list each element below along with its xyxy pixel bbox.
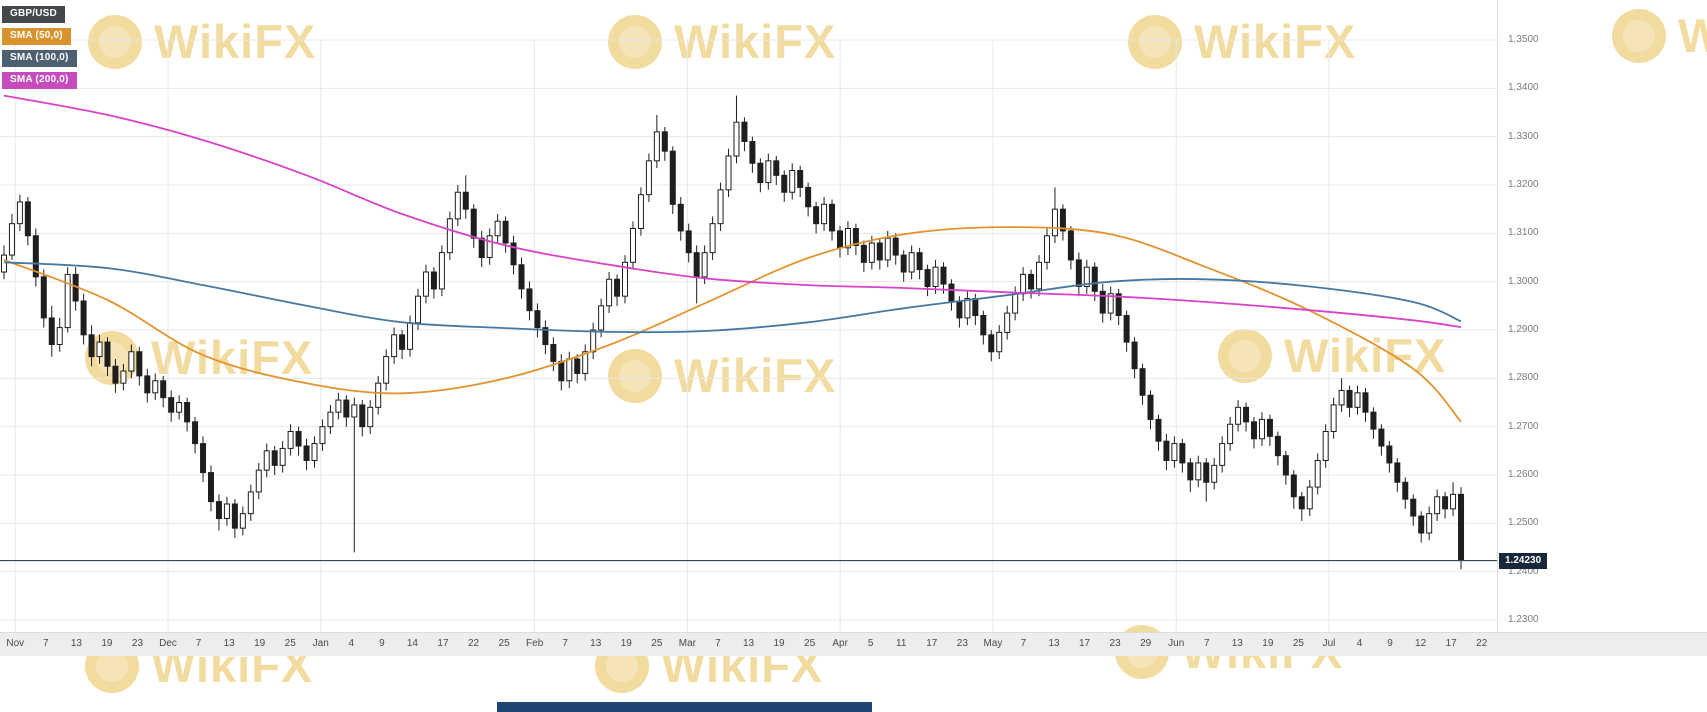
time-axis-label: 7 (195, 638, 202, 649)
symbol-chip[interactable]: GBP/USD (2, 6, 65, 23)
watermark-text: WikiFX (1678, 9, 1707, 62)
watermark-text: WikiFX (151, 331, 314, 384)
time-axis-label: 14 (406, 638, 418, 649)
sma50-chip[interactable]: SMA (50,0) (2, 28, 71, 45)
time-axis-label: Jan (312, 638, 329, 649)
time-axis-label: 13 (223, 638, 235, 649)
time-axis-label: 25 (1292, 638, 1304, 649)
wikifx-watermark: WikiFX (608, 348, 836, 403)
watermark-text: WikiFX (154, 15, 317, 68)
time-axis-label: 13 (70, 638, 82, 649)
wikifx-watermark: WikiFX (85, 330, 313, 385)
price-axis-label: 1.2700 (1508, 420, 1539, 432)
time-axis-label: 11 (896, 638, 907, 649)
time-axis-label: 5 (867, 638, 874, 649)
wikifx-watermark: WikiFX (608, 14, 836, 69)
price-axis-label: 1.2300 (1508, 614, 1539, 625)
price-axis-label: 1.2600 (1508, 469, 1539, 480)
price-axis: 1.24230 1.3500 1.3400 1.3300 1.3200 1.3100 1.… (1497, 0, 1707, 632)
price-axis-label: 1.2800 (1508, 372, 1539, 384)
time-axis-label: 7 (1020, 638, 1027, 649)
watermark-text: WikiFX (674, 349, 837, 402)
time-axis-label: 7 (43, 638, 49, 649)
wikifx-lion-logo-icon (608, 14, 662, 69)
bottom-partial-banner (497, 702, 872, 712)
sma-200-line (3, 94, 1462, 328)
time-axis-label: 13 (1231, 638, 1243, 649)
time-axis-label: 23 (1109, 638, 1121, 649)
time-axis-label: 17 (1445, 638, 1457, 649)
time-axis-label: 19 (620, 638, 632, 649)
price-chart-canvas[interactable] (0, 0, 1497, 632)
sma100-chip[interactable]: SMA (100,0) (2, 50, 77, 67)
time-axis-label: Jun (1168, 638, 1185, 649)
time-axis-label: 22 (467, 638, 480, 649)
wikifx-lion-logo-icon (88, 14, 142, 69)
time-axis-label: 23 (131, 638, 144, 649)
time-axis-label: 25 (804, 638, 816, 649)
wikifx-watermark: WikiFX (1612, 8, 1707, 63)
time-axis-label: Mar (678, 638, 697, 649)
time-axis-label: 19 (254, 638, 266, 649)
price-axis-label: 1.3400 (1508, 82, 1539, 94)
watermark-text: WikiFX (674, 15, 837, 68)
time-axis-label: 25 (284, 638, 296, 649)
time-axis-label: 7 (1203, 638, 1210, 649)
time-axis-label: 17 (1078, 638, 1091, 649)
time-axis-label: 29 (1140, 638, 1152, 649)
price-axis-label: 1.3000 (1508, 275, 1539, 287)
price-axis-label: 1.2900 (1508, 324, 1539, 335)
time-axis-label: 25 (651, 638, 663, 649)
wikifx-lion-logo-icon (1218, 328, 1272, 383)
time-axis-label: 13 (742, 638, 755, 649)
sma200-chip[interactable]: SMA (200,0) (2, 72, 77, 89)
watermark-text: WikiFX (1194, 15, 1357, 68)
price-axis-label: 1.2500 (1508, 517, 1539, 529)
wikifx-lion-logo-icon (85, 330, 139, 385)
price-axis-label: 1.3500 (1508, 34, 1539, 45)
time-axis-label: 7 (715, 638, 721, 649)
candles-layer (0, 95, 1465, 570)
indicator-legend: GBP/USD SMA (50,0) SMA (100,0) SMA (200,… (2, 6, 77, 89)
wikifx-lion-logo-icon (1612, 8, 1666, 63)
time-axis-label: Jul (1322, 638, 1336, 649)
time-axis-label: 13 (590, 638, 602, 649)
wikifx-lion-logo-icon (608, 348, 662, 403)
time-axis-label: 9 (379, 638, 385, 649)
time-axis-label: 19 (773, 638, 785, 649)
time-axis-label: Dec (159, 638, 177, 649)
time-axis-label: 23 (956, 638, 968, 649)
wikifx-lion-logo-icon (1128, 14, 1182, 69)
time-axis-label: 7 (562, 638, 568, 649)
time-axis-label: 17 (437, 638, 449, 649)
current-price-badge: 1.24230 (1499, 552, 1548, 569)
price-axis-label: 1.3300 (1508, 130, 1539, 142)
wikifx-watermark: WikiFX (1128, 14, 1356, 69)
time-axis-label: Apr (832, 638, 848, 649)
grid-layer (0, 39, 1497, 632)
price-axis-label: 1.3100 (1508, 227, 1539, 239)
time-axis-label: Feb (526, 638, 544, 649)
time-axis-label: 4 (1356, 638, 1363, 649)
wikifx-watermark: WikiFX (1218, 328, 1446, 383)
time-axis-label: 19 (101, 638, 113, 649)
time-axis-label: 12 (1415, 638, 1427, 649)
wikifx-watermark: WikiFX (88, 14, 316, 69)
time-axis-label: 4 (348, 638, 355, 649)
time-axis-label: 19 (1262, 638, 1274, 649)
sma-50-line (3, 226, 1462, 423)
time-axis-label: 9 (1387, 638, 1393, 649)
time-axis-label: 25 (498, 638, 510, 649)
price-axis-label: 1.2400 (1508, 565, 1539, 577)
time-axis-label: 17 (926, 638, 938, 649)
price-axis-label: 1.3200 (1508, 179, 1539, 190)
sma-100-line (3, 261, 1462, 334)
time-axis-label: 13 (1048, 638, 1060, 649)
time-axis-label: May (983, 638, 1003, 649)
time-axis-label: 22 (1476, 638, 1488, 649)
time-axis: Nov 7 13 19 23 Dec 7 13 19 25 Jan 4 9 14 17 22 25 Feb 7 13 1… (0, 632, 1707, 656)
time-axis-label: Nov (6, 638, 25, 649)
